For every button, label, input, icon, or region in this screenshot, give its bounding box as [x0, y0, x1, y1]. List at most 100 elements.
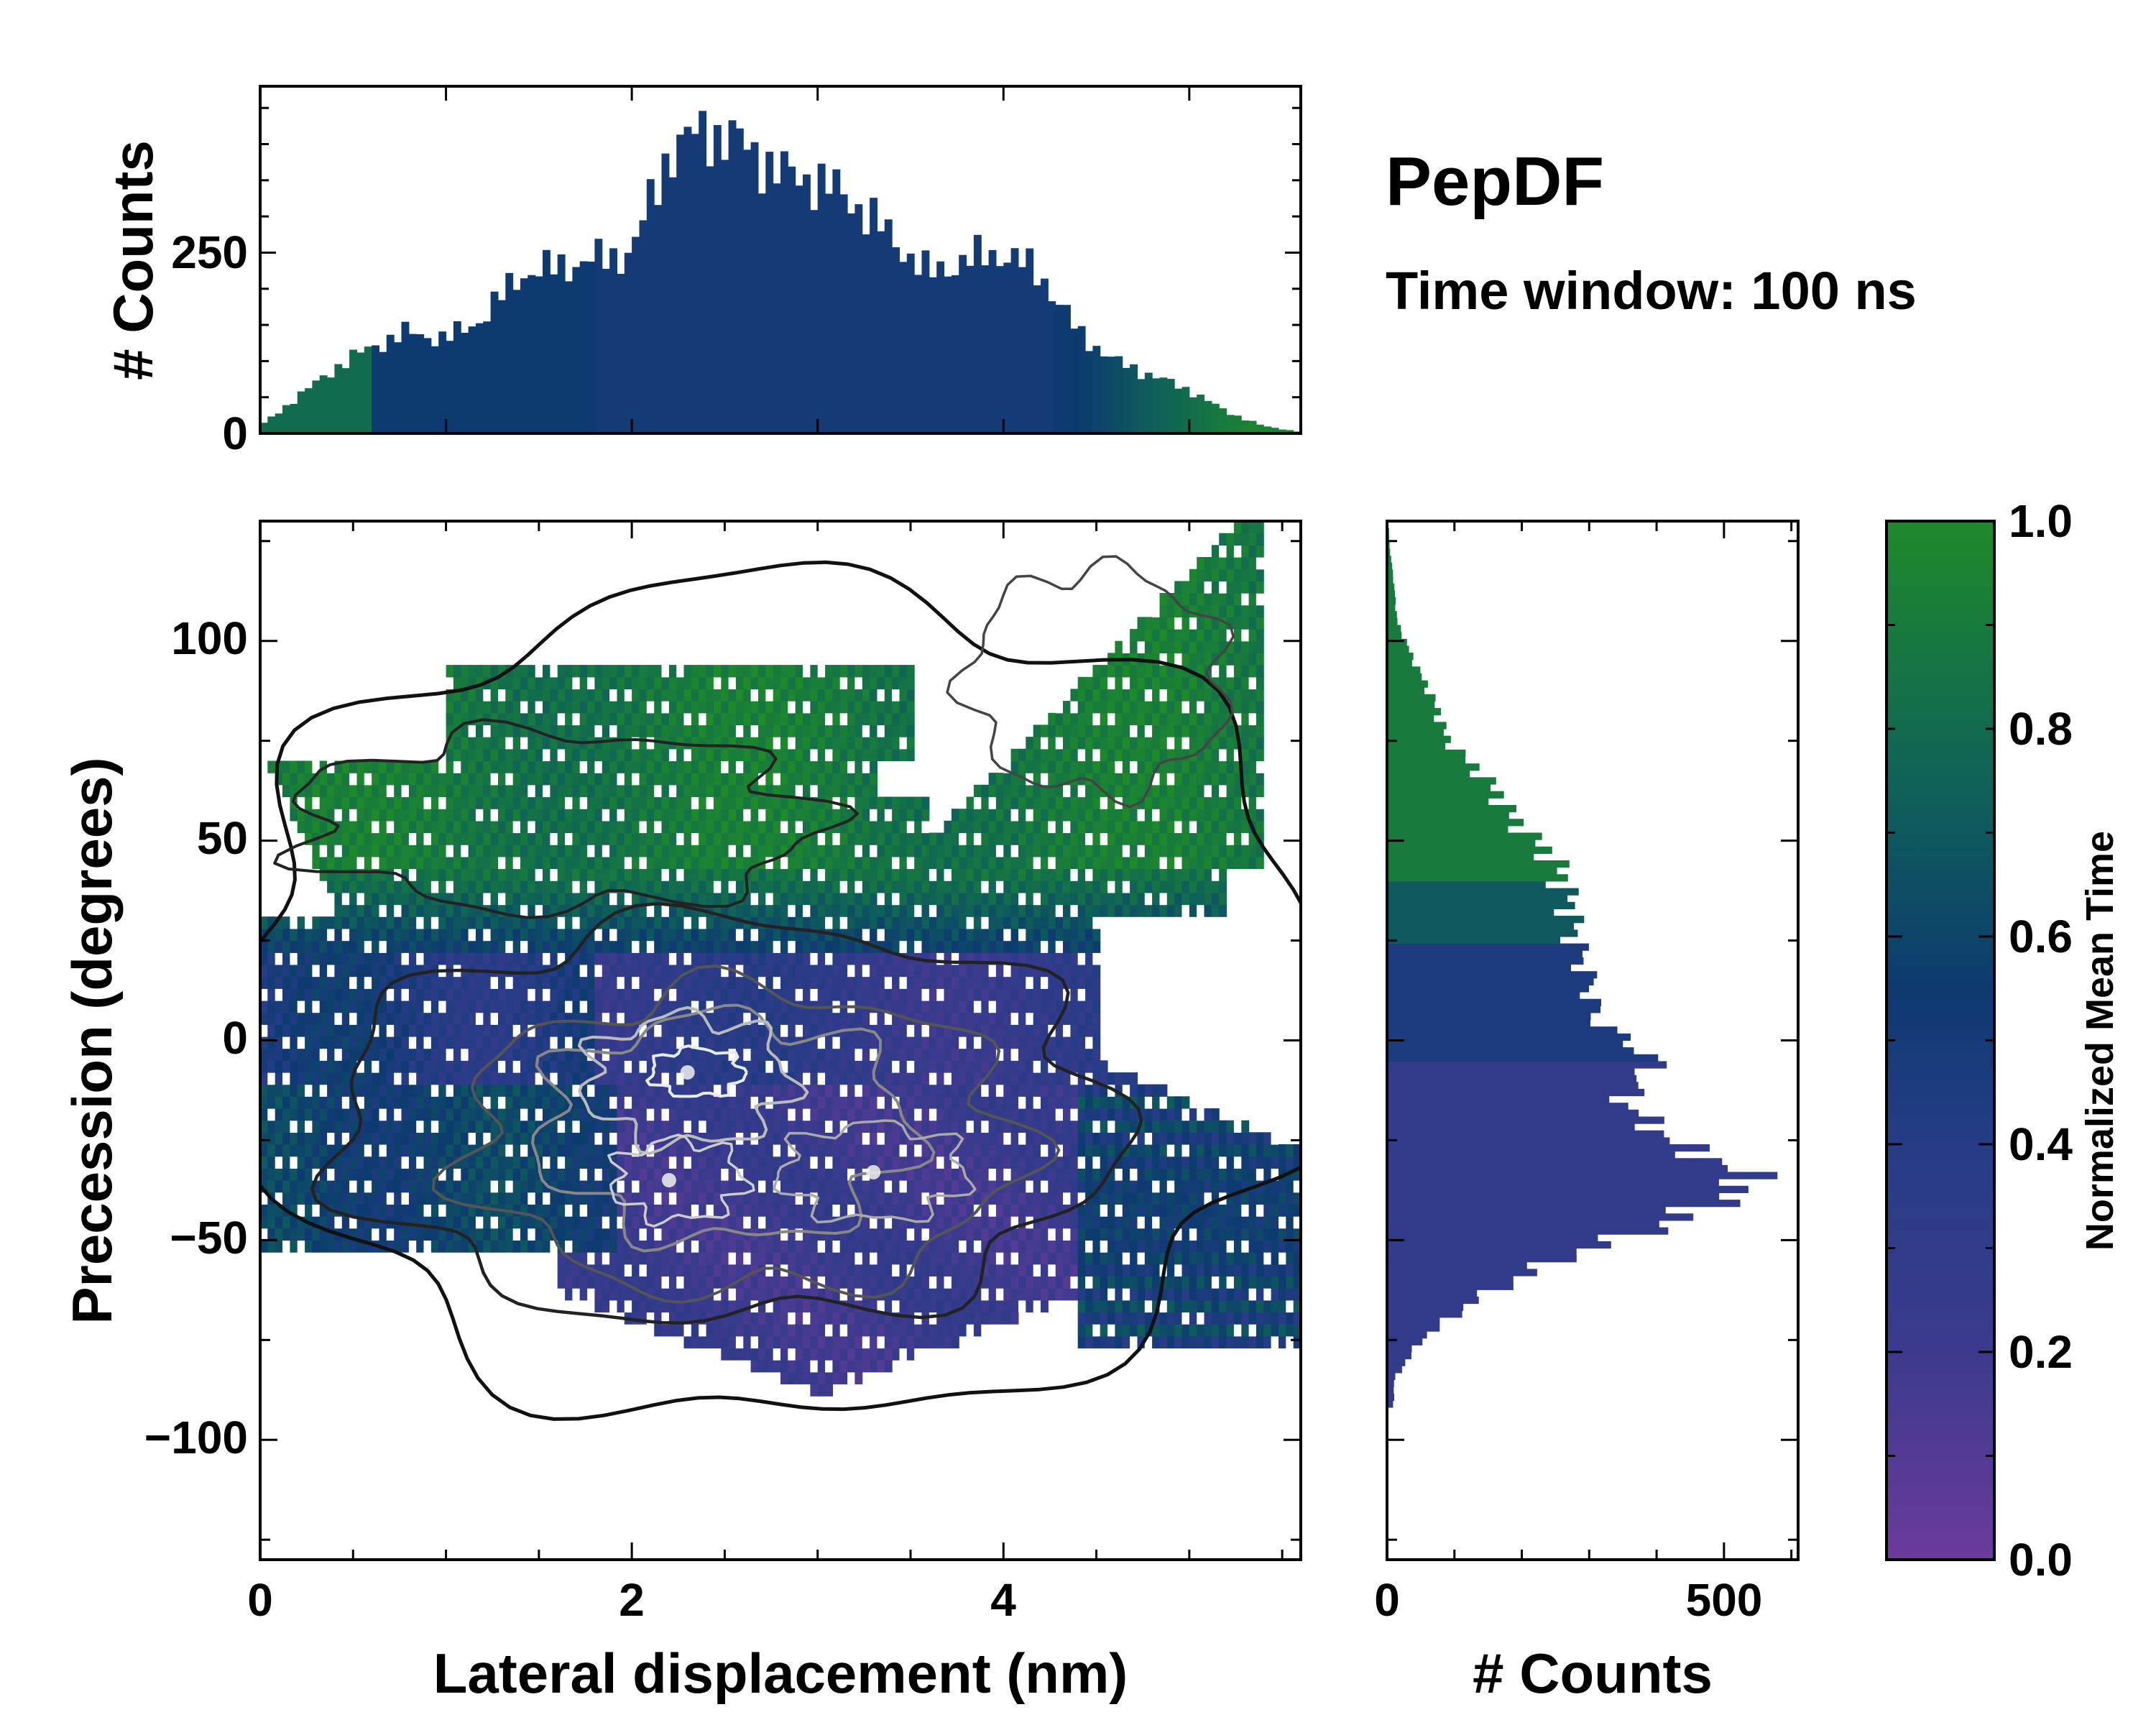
- heatmap-cell: [609, 773, 617, 786]
- heatmap-cell: [699, 737, 707, 750]
- heatmap-cell: [461, 904, 469, 917]
- heatmap-cell: [468, 724, 476, 737]
- heatmap-cell: [691, 976, 699, 989]
- heatmap-cell: [475, 1168, 484, 1181]
- heatmap-cell: [483, 1216, 492, 1229]
- heatmap-cell: [780, 952, 788, 965]
- heatmap-cell: [847, 1072, 855, 1085]
- heatmap-cell: [735, 701, 744, 714]
- heatmap-cell: [661, 1204, 670, 1217]
- heatmap-cell: [683, 892, 692, 906]
- heatmap-cell: [512, 1084, 521, 1097]
- heatmap-cell: [334, 1168, 343, 1181]
- heatmap-cell: [668, 1300, 677, 1313]
- heatmap-cell: [735, 676, 744, 690]
- heatmap-cell: [877, 988, 885, 1001]
- heatmap-cell: [788, 724, 796, 737]
- heatmap-cell: [341, 1024, 350, 1037]
- heatmap-cell: [803, 845, 811, 857]
- heatmap-cell: [438, 916, 447, 929]
- heatmap-cell: [661, 809, 670, 822]
- heatmap-cell: [847, 1252, 855, 1265]
- heatmap-cell: [832, 1120, 841, 1133]
- heatmap-cell: [498, 724, 506, 737]
- top-histogram-bar: [1115, 356, 1123, 433]
- heatmap-cell: [743, 784, 752, 798]
- heatmap-cell: [936, 1216, 945, 1229]
- heatmap-cell: [356, 892, 365, 906]
- top-histogram-bar: [579, 261, 588, 433]
- heatmap-cell: [334, 1216, 343, 1229]
- heatmap-cell: [676, 689, 685, 702]
- heatmap-cell: [884, 1360, 893, 1373]
- heatmap-cell: [632, 1288, 640, 1301]
- heatmap-cell: [914, 1204, 923, 1217]
- heatmap-cell: [765, 676, 774, 690]
- heatmap-cell: [839, 1360, 848, 1373]
- heatmap-cell: [668, 665, 677, 678]
- heatmap-cell: [505, 988, 514, 1001]
- heatmap-cell: [624, 1252, 632, 1265]
- top-histogram-bar: [877, 231, 885, 433]
- heatmap-cell: [334, 1192, 343, 1205]
- heatmap-cell: [699, 1108, 707, 1121]
- heatmap-cell: [557, 1264, 566, 1276]
- heatmap-cell: [579, 1000, 588, 1013]
- heatmap-cell: [847, 904, 855, 917]
- top-histogram-bar: [1107, 356, 1115, 433]
- heatmap-cell: [483, 1204, 492, 1217]
- heatmap-cell: [750, 1096, 759, 1109]
- heatmap-cell: [788, 1132, 796, 1145]
- heatmap-cell: [349, 832, 357, 845]
- heatmap-cell: [341, 1108, 350, 1121]
- heatmap-cell: [543, 1168, 550, 1181]
- heatmap-cell: [312, 1168, 321, 1181]
- heatmap-cell: [914, 964, 923, 978]
- heatmap-cell: [639, 1264, 648, 1276]
- heatmap-cell: [290, 773, 298, 786]
- heatmap-cell: [944, 928, 952, 942]
- heatmap-cell: [877, 748, 885, 762]
- heatmap-cell: [921, 1072, 930, 1085]
- heatmap-cell: [721, 868, 729, 881]
- heatmap-cell: [416, 892, 425, 906]
- heatmap-cell: [921, 845, 930, 857]
- heatmap-cell: [914, 796, 923, 809]
- heatmap-cell: [334, 976, 343, 989]
- heatmap-cell: [877, 1120, 885, 1133]
- heatmap-cell: [617, 1024, 625, 1037]
- heatmap-cell: [290, 1072, 298, 1085]
- heatmap-cell: [810, 1371, 819, 1385]
- heatmap-cell: [423, 1240, 432, 1253]
- heatmap-cell: [758, 1335, 766, 1349]
- heatmap-cell: [550, 1216, 558, 1229]
- heatmap-cell: [319, 1156, 328, 1169]
- heatmap-cell: [832, 1240, 841, 1253]
- top-histogram-bar: [386, 334, 395, 433]
- heatmap-cell: [327, 760, 335, 773]
- heatmap-cell: [557, 928, 566, 942]
- heatmap-cell: [423, 856, 432, 870]
- heatmap-cell: [810, 976, 819, 989]
- heatmap-cell: [817, 1072, 826, 1085]
- heatmap-cell: [750, 1144, 759, 1157]
- heatmap-cell: [639, 773, 648, 786]
- heatmap-cell: [825, 1192, 833, 1205]
- heatmap-cell: [921, 1084, 930, 1097]
- heatmap-cell: [646, 940, 655, 953]
- heatmap-cell: [817, 904, 826, 917]
- heatmap-cell: [438, 940, 447, 953]
- heatmap-cell: [372, 1228, 379, 1241]
- heatmap-cell: [579, 724, 588, 737]
- heatmap-cell: [327, 916, 335, 929]
- heatmap-cell: [810, 701, 819, 714]
- heatmap-cell: [520, 1240, 528, 1253]
- heatmap-cell: [906, 916, 915, 929]
- heatmap-cell: [699, 1000, 707, 1013]
- heatmap-cell: [594, 868, 603, 881]
- heatmap-cell: [282, 1120, 290, 1133]
- top-histogram-bar: [839, 194, 848, 433]
- heatmap-cell: [817, 1012, 826, 1025]
- heatmap-cell: [475, 976, 484, 989]
- heatmap-cell: [862, 796, 870, 809]
